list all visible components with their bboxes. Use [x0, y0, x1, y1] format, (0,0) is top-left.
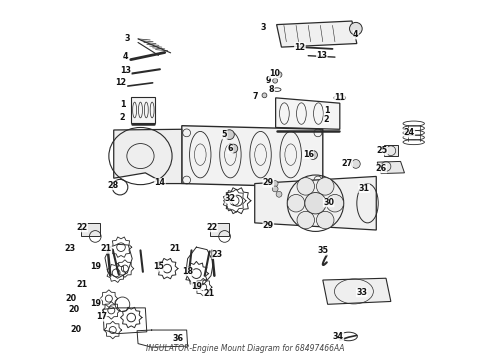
- Text: 2: 2: [324, 115, 329, 124]
- Text: 8: 8: [269, 85, 274, 94]
- Text: 23: 23: [212, 250, 223, 259]
- Text: 23: 23: [64, 244, 75, 253]
- Text: 12: 12: [116, 78, 126, 87]
- Polygon shape: [323, 278, 391, 304]
- Circle shape: [224, 130, 234, 139]
- Text: 30: 30: [323, 198, 334, 207]
- Circle shape: [349, 22, 362, 35]
- Text: 1: 1: [324, 106, 329, 115]
- Text: 29: 29: [263, 221, 274, 230]
- Text: 21: 21: [76, 280, 88, 289]
- Text: 16: 16: [303, 150, 314, 159]
- Text: 20: 20: [68, 305, 79, 314]
- Text: 24: 24: [404, 129, 415, 138]
- Circle shape: [229, 144, 238, 153]
- Bar: [384, 145, 398, 156]
- Polygon shape: [182, 126, 323, 187]
- Text: 3: 3: [124, 34, 130, 43]
- Text: 6: 6: [228, 144, 233, 153]
- Text: 13: 13: [317, 51, 327, 60]
- Text: 18: 18: [182, 267, 193, 276]
- Text: 11: 11: [334, 93, 345, 102]
- Text: 32: 32: [225, 194, 236, 203]
- Circle shape: [309, 150, 318, 159]
- Text: 26: 26: [375, 164, 387, 173]
- Circle shape: [287, 194, 305, 212]
- Text: 4: 4: [123, 51, 129, 60]
- Polygon shape: [131, 97, 155, 123]
- Circle shape: [273, 78, 277, 83]
- Circle shape: [317, 177, 334, 195]
- Circle shape: [276, 72, 282, 77]
- Text: 20: 20: [65, 294, 76, 303]
- Text: 3: 3: [261, 23, 266, 32]
- Bar: [210, 223, 229, 235]
- Text: 2: 2: [120, 113, 125, 122]
- Circle shape: [272, 186, 278, 192]
- Polygon shape: [276, 21, 357, 47]
- Text: 35: 35: [318, 246, 328, 255]
- Text: 1: 1: [120, 100, 125, 109]
- Polygon shape: [276, 98, 340, 129]
- Text: 20: 20: [70, 325, 81, 334]
- Text: 36: 36: [173, 334, 184, 343]
- Text: 22: 22: [206, 223, 218, 232]
- Circle shape: [272, 181, 278, 186]
- Text: 5: 5: [222, 130, 227, 139]
- Text: 27: 27: [342, 159, 353, 168]
- Text: 21: 21: [101, 244, 112, 253]
- Text: 4: 4: [353, 30, 359, 39]
- Polygon shape: [377, 161, 404, 174]
- Text: 21: 21: [169, 244, 180, 253]
- Polygon shape: [114, 129, 182, 184]
- Text: 22: 22: [76, 223, 88, 232]
- Circle shape: [262, 93, 267, 98]
- Circle shape: [297, 211, 315, 229]
- Text: 14: 14: [154, 178, 166, 187]
- Circle shape: [326, 194, 343, 212]
- Text: 13: 13: [121, 66, 131, 75]
- Text: 15: 15: [153, 262, 164, 271]
- Circle shape: [297, 177, 315, 195]
- Text: 31: 31: [359, 184, 369, 193]
- Polygon shape: [255, 176, 376, 230]
- Text: 10: 10: [269, 69, 280, 78]
- Text: 29: 29: [263, 178, 274, 187]
- Circle shape: [276, 192, 282, 197]
- Circle shape: [351, 159, 360, 168]
- Text: 9: 9: [266, 76, 271, 85]
- Text: 19: 19: [90, 262, 101, 271]
- Text: 28: 28: [107, 181, 119, 190]
- Circle shape: [317, 211, 334, 229]
- Text: 12: 12: [294, 42, 305, 51]
- Circle shape: [305, 193, 326, 214]
- Text: 19: 19: [90, 299, 101, 308]
- Text: INSULATOR-Engine Mount Diagram for 68497466AA: INSULATOR-Engine Mount Diagram for 68497…: [146, 344, 344, 353]
- Text: 7: 7: [253, 91, 258, 100]
- Text: 17: 17: [96, 312, 107, 321]
- Text: 33: 33: [356, 288, 367, 297]
- Bar: [81, 223, 100, 235]
- Text: 19: 19: [191, 282, 202, 291]
- Text: 21: 21: [203, 289, 214, 298]
- Text: 34: 34: [333, 332, 344, 341]
- Text: 25: 25: [376, 146, 388, 155]
